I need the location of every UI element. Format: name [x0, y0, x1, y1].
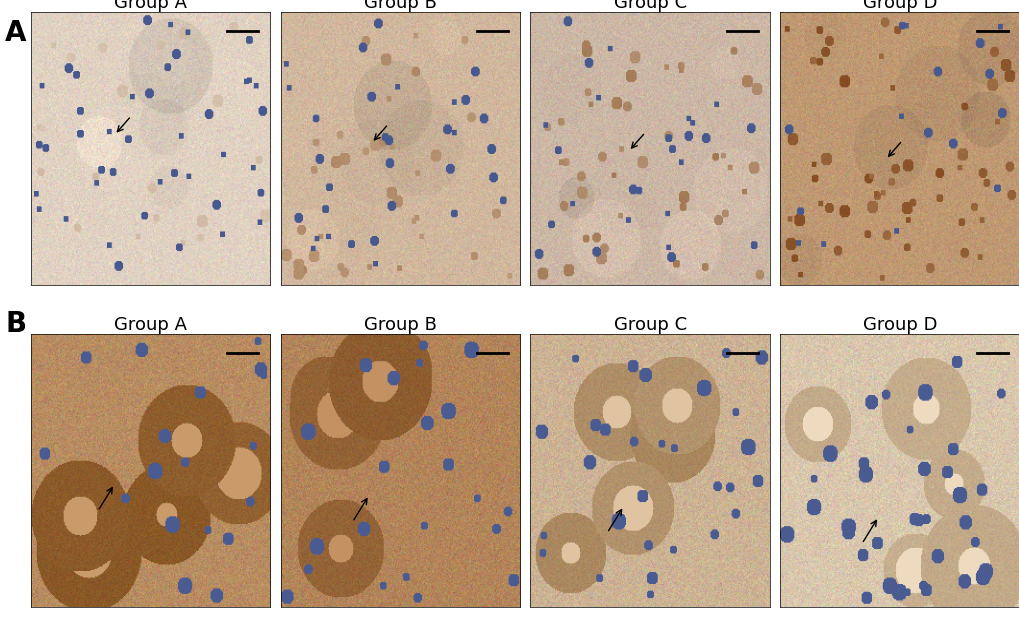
Title: Group A: Group A — [114, 0, 186, 12]
Title: Group D: Group D — [862, 0, 936, 12]
Title: Group A: Group A — [114, 316, 186, 334]
Text: B: B — [5, 310, 26, 337]
Text: A: A — [5, 19, 26, 46]
Title: Group C: Group C — [613, 316, 686, 334]
Title: Group D: Group D — [862, 316, 936, 334]
Title: Group B: Group B — [364, 316, 436, 334]
Title: Group B: Group B — [364, 0, 436, 12]
Title: Group C: Group C — [613, 0, 686, 12]
